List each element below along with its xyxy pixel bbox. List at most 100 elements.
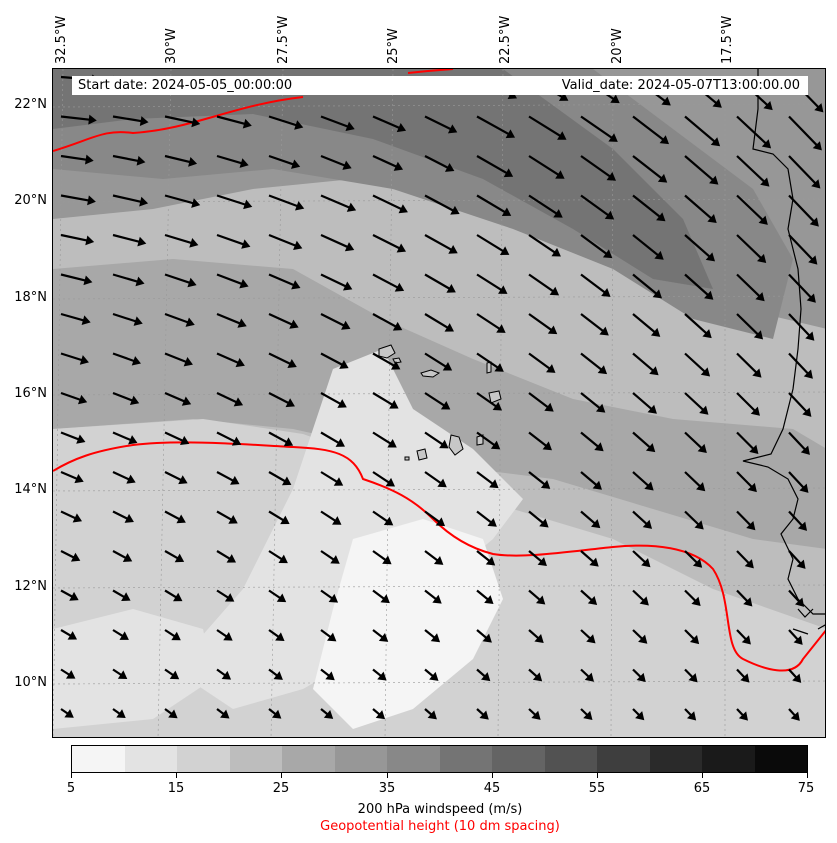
colorbar-label: 200 hPa windspeed (m/s) <box>357 802 523 817</box>
wind-arrow-head <box>599 326 609 336</box>
wind-arrow-head <box>639 596 649 606</box>
wind-arrow-shaft <box>268 115 300 128</box>
wind-arrow-head <box>800 445 810 455</box>
colorbar-tick-35: 35 <box>378 781 396 796</box>
wind-arrow-head <box>176 514 186 524</box>
lat-label-20n: 20°N <box>14 193 47 208</box>
colorbar-cell <box>72 746 125 772</box>
wind-arrow-head <box>344 242 355 252</box>
wind-arrow-head <box>606 172 616 181</box>
wind-arrow-head <box>326 632 337 642</box>
colorbar-tick-55: 55 <box>588 781 606 796</box>
wind-arrow-shaft <box>580 115 616 141</box>
colorbar-tick-mark <box>176 773 177 778</box>
wind-arrow-head <box>499 246 510 255</box>
wind-arrow-head <box>70 552 81 562</box>
wind-arrow-head <box>378 632 389 642</box>
wind-arrow-shaft <box>736 273 763 300</box>
wind-arrow-shaft <box>372 431 394 447</box>
colorbar-cell <box>334 746 387 772</box>
wind-arrow-head <box>117 670 128 679</box>
colorbar-tick-mark <box>281 773 282 778</box>
wind-arrow-shaft <box>528 115 564 139</box>
wind-arrow-head <box>281 476 292 486</box>
wind-arrow-shaft <box>112 352 138 364</box>
wind-arrow-head <box>558 92 569 101</box>
colorbar-cell <box>754 746 807 772</box>
wind-arrow-head <box>808 255 818 265</box>
wind-arrow-shaft <box>424 273 453 292</box>
wind-arrow-head <box>797 521 808 531</box>
wind-arrow-shaft <box>268 352 294 367</box>
wind-arrow-shaft <box>424 352 450 370</box>
wind-arrow-shaft <box>632 392 655 412</box>
wind-arrow-head <box>763 100 773 111</box>
wind-arrow-head <box>741 635 751 645</box>
wind-arrow-head <box>183 357 193 367</box>
wind-arrow-shaft <box>736 352 760 376</box>
wind-arrow-head <box>342 160 352 170</box>
wind-arrow-shaft <box>372 313 400 330</box>
wind-arrow-head <box>333 477 344 486</box>
wind-arrow-head <box>237 318 247 328</box>
wind-arrow-head <box>131 356 141 366</box>
wind-arrow-shaft <box>268 273 298 288</box>
island-fogo <box>416 448 428 461</box>
wind-arrow-shaft <box>580 273 609 296</box>
wind-arrow-shaft <box>528 155 562 178</box>
wind-arrow-head <box>547 325 558 335</box>
wind-arrow-shaft <box>736 313 761 338</box>
wind-arrow-head <box>811 179 821 189</box>
wind-arrow-shaft <box>476 392 500 410</box>
wind-arrow-shaft <box>112 154 142 163</box>
wind-arrow-head <box>243 199 253 210</box>
wind-arrow-head <box>482 633 492 643</box>
wind-arrow-shaft <box>476 155 511 176</box>
wind-arrow-shaft <box>528 392 552 411</box>
wind-arrow-shaft <box>632 155 665 182</box>
wind-arrow-head <box>604 210 615 220</box>
wind-arrow-shaft <box>112 312 140 324</box>
colorbar-tick-mark <box>702 773 703 778</box>
wind-arrow-shaft <box>216 273 246 287</box>
wind-arrow-head <box>710 137 721 147</box>
wind-arrow-shaft <box>528 431 550 449</box>
wind-arrow-shaft <box>684 431 705 452</box>
wind-arrow-shaft <box>320 154 349 168</box>
wind-arrow-shaft <box>60 233 91 243</box>
wind-arrow-head <box>795 597 805 607</box>
wind-arrow-head <box>179 435 190 445</box>
wind-arrow-shaft <box>684 155 717 183</box>
wind-arrow-head <box>191 117 201 128</box>
colorbar-cell <box>124 746 177 772</box>
colorbar-tick-15: 15 <box>167 781 185 796</box>
wind-arrow-head <box>534 633 544 644</box>
wind-arrow-shaft <box>736 194 766 223</box>
wind-arrow-shaft <box>372 194 405 212</box>
wind-arrow-head <box>686 711 697 721</box>
wind-arrow-shaft <box>788 115 820 149</box>
wind-arrow-head <box>285 398 295 408</box>
wind-arrow-head <box>273 671 283 680</box>
wind-arrow-shaft <box>788 273 814 301</box>
wind-arrow-head <box>760 177 770 187</box>
wind-arrow-shaft <box>788 313 813 339</box>
wind-arrow-head <box>796 559 806 569</box>
africa-coast <box>742 69 825 615</box>
wind-arrow-shaft <box>476 273 505 293</box>
wind-arrow-head <box>587 595 598 606</box>
wind-arrow-head <box>446 284 456 293</box>
wind-arrow-head <box>755 292 765 302</box>
wind-arrow-head <box>740 673 750 683</box>
date-info-bar: Start date: 2024-05-05_00:00:00 Valid_da… <box>72 76 808 95</box>
wind-arrow-head <box>121 592 131 601</box>
island-brava <box>404 456 410 461</box>
wind-arrow-head <box>393 161 404 171</box>
wind-arrow-shaft <box>580 392 603 412</box>
wind-arrow-head <box>738 711 748 721</box>
wind-arrow-head <box>228 515 238 524</box>
wind-arrow-shaft <box>476 431 498 448</box>
colorbar-tick-75: 75 <box>797 781 815 796</box>
colorbar-cell <box>702 746 755 772</box>
wind-arrow-shaft <box>632 194 664 220</box>
